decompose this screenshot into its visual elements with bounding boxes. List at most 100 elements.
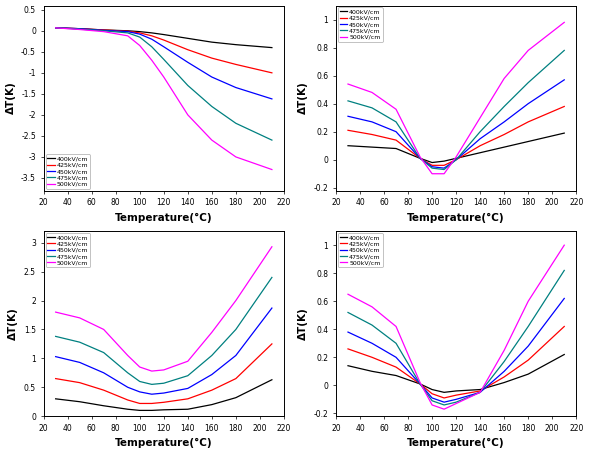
450kV/cm — [369, 340, 376, 346]
475kV/cm — [209, 353, 216, 358]
425kV/cm — [76, 380, 83, 385]
500kV/cm — [148, 58, 155, 63]
400kV/cm — [429, 387, 436, 392]
400kV/cm — [124, 406, 131, 412]
500kV/cm — [269, 244, 276, 250]
425kV/cm — [76, 26, 83, 31]
450kV/cm — [525, 101, 532, 106]
Line: 425kV/cm: 425kV/cm — [55, 28, 272, 73]
400kV/cm — [369, 369, 376, 374]
400kV/cm — [501, 380, 508, 385]
425kV/cm — [148, 401, 155, 406]
475kV/cm — [184, 373, 191, 379]
Y-axis label: ΔT(K): ΔT(K) — [298, 307, 308, 340]
450kV/cm — [52, 25, 59, 30]
Line: 475kV/cm: 475kV/cm — [55, 28, 272, 140]
475kV/cm — [76, 26, 83, 32]
425kV/cm — [209, 55, 216, 61]
400kV/cm — [561, 130, 568, 136]
X-axis label: Temperature(°C): Temperature(°C) — [408, 439, 505, 449]
500kV/cm — [160, 367, 167, 373]
425kV/cm — [416, 381, 423, 387]
450kV/cm — [441, 400, 448, 405]
475kV/cm — [452, 400, 459, 405]
500kV/cm — [124, 33, 131, 39]
475kV/cm — [441, 402, 448, 408]
425kV/cm — [209, 387, 216, 393]
400kV/cm — [477, 150, 484, 155]
475kV/cm — [184, 83, 191, 88]
Line: 425kV/cm: 425kV/cm — [55, 344, 272, 404]
500kV/cm — [136, 364, 143, 370]
400kV/cm — [477, 387, 484, 392]
Legend: 400kV/cm, 425kV/cm, 450kV/cm, 475kV/cm, 500kV/cm: 400kV/cm, 425kV/cm, 450kV/cm, 475kV/cm, … — [338, 233, 383, 267]
Y-axis label: ΔT(K): ΔT(K) — [8, 307, 18, 340]
500kV/cm — [184, 112, 191, 118]
475kV/cm — [416, 156, 423, 161]
450kV/cm — [100, 370, 107, 375]
500kV/cm — [345, 81, 352, 87]
500kV/cm — [345, 291, 352, 297]
450kV/cm — [369, 119, 376, 124]
400kV/cm — [525, 371, 532, 377]
425kV/cm — [477, 388, 484, 394]
450kV/cm — [345, 114, 352, 119]
425kV/cm — [525, 357, 532, 363]
450kV/cm — [52, 354, 59, 360]
400kV/cm — [136, 408, 143, 413]
425kV/cm — [124, 397, 131, 403]
400kV/cm — [525, 139, 532, 144]
Line: 400kV/cm: 400kV/cm — [55, 28, 272, 48]
425kV/cm — [124, 29, 131, 34]
450kV/cm — [232, 85, 239, 90]
450kV/cm — [100, 28, 107, 33]
500kV/cm — [501, 76, 508, 81]
475kV/cm — [501, 359, 508, 364]
475kV/cm — [136, 35, 143, 40]
500kV/cm — [392, 107, 399, 112]
475kV/cm — [100, 28, 107, 34]
450kV/cm — [160, 390, 167, 396]
475kV/cm — [209, 104, 216, 109]
450kV/cm — [124, 29, 131, 35]
450kV/cm — [392, 129, 399, 134]
500kV/cm — [441, 406, 448, 412]
475kV/cm — [124, 30, 131, 35]
500kV/cm — [136, 43, 143, 48]
425kV/cm — [232, 376, 239, 381]
500kV/cm — [160, 74, 167, 80]
450kV/cm — [136, 31, 143, 37]
475kV/cm — [232, 327, 239, 332]
500kV/cm — [416, 154, 423, 160]
475kV/cm — [525, 324, 532, 329]
450kV/cm — [441, 165, 448, 171]
Line: 500kV/cm: 500kV/cm — [55, 247, 272, 371]
475kV/cm — [52, 25, 59, 30]
425kV/cm — [392, 365, 399, 370]
400kV/cm — [209, 402, 216, 407]
450kV/cm — [501, 369, 508, 374]
425kV/cm — [501, 374, 508, 380]
400kV/cm — [429, 160, 436, 165]
400kV/cm — [148, 408, 155, 413]
500kV/cm — [441, 171, 448, 177]
450kV/cm — [416, 156, 423, 161]
500kV/cm — [452, 154, 459, 160]
400kV/cm — [441, 390, 448, 395]
450kV/cm — [124, 385, 131, 390]
400kV/cm — [100, 27, 107, 33]
500kV/cm — [209, 138, 216, 143]
425kV/cm — [269, 70, 276, 75]
Line: 450kV/cm: 450kV/cm — [348, 298, 564, 402]
450kV/cm — [184, 386, 191, 391]
500kV/cm — [124, 353, 131, 358]
500kV/cm — [269, 167, 276, 172]
425kV/cm — [441, 395, 448, 401]
475kV/cm — [148, 44, 155, 49]
450kV/cm — [269, 306, 276, 311]
425kV/cm — [429, 391, 436, 396]
475kV/cm — [369, 105, 376, 111]
400kV/cm — [416, 156, 423, 161]
400kV/cm — [100, 403, 107, 409]
400kV/cm — [561, 352, 568, 357]
